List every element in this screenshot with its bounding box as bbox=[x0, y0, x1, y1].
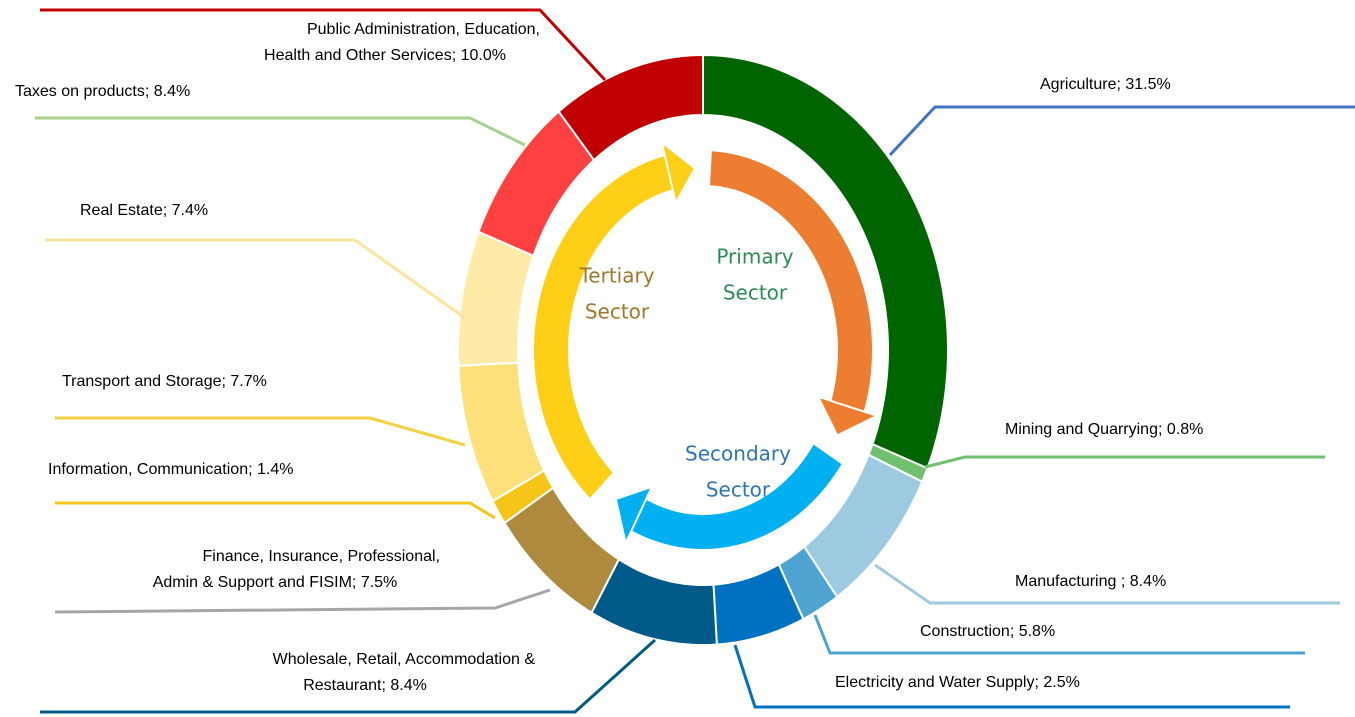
segment-label: Admin & Support and FISIM; 7.5% bbox=[153, 574, 398, 591]
segment-label: Real Estate; 7.4% bbox=[80, 202, 208, 219]
segment-label: Information, Communication; 1.4% bbox=[48, 461, 293, 478]
leader-line bbox=[55, 501, 496, 520]
arrow-head bbox=[614, 485, 654, 547]
segment-label: Agriculture; 31.5% bbox=[1040, 76, 1171, 93]
sector-label: Secondary bbox=[685, 442, 791, 466]
leader-line bbox=[40, 8, 607, 82]
segment-label: Wholesale, Retail, Accommodation & bbox=[273, 651, 536, 668]
sector-label: Sector bbox=[585, 300, 650, 324]
sector-arrow bbox=[631, 444, 842, 549]
segment-label: Restaurant; 8.4% bbox=[303, 677, 427, 694]
leader-line bbox=[54, 588, 551, 614]
sector-arrow bbox=[710, 151, 872, 412]
sector-arrow bbox=[534, 156, 673, 498]
arrow-head bbox=[816, 394, 880, 437]
leader-line bbox=[924, 455, 1325, 469]
segment-label: Public Administration, Education, bbox=[307, 21, 540, 38]
leader-line bbox=[874, 563, 1340, 605]
segment-label: Health and Other Services; 10.0% bbox=[264, 47, 506, 64]
arrow-head bbox=[660, 139, 697, 206]
segment-label: Mining and Quarrying; 0.8% bbox=[1005, 421, 1203, 438]
leader-line bbox=[733, 644, 1290, 709]
sector-label: Primary bbox=[716, 245, 793, 269]
sector-label: Sector bbox=[723, 281, 788, 305]
leader-line bbox=[55, 416, 466, 447]
sector-label: Tertiary bbox=[578, 264, 654, 288]
segment-label: Taxes on products; 8.4% bbox=[15, 83, 190, 100]
leader-line bbox=[888, 105, 1355, 157]
segment-label: Electricity and Water Supply; 2.5% bbox=[835, 674, 1080, 691]
leader-line bbox=[45, 238, 466, 320]
segment-label: Manufacturing ; 8.4% bbox=[1015, 573, 1166, 590]
segment-label: Transport and Storage; 7.7% bbox=[62, 373, 267, 390]
segment-label: Finance, Insurance, Professional, bbox=[203, 548, 440, 565]
segment-label: Construction; 5.8% bbox=[920, 623, 1055, 640]
leader-line bbox=[813, 614, 1305, 655]
leader-line bbox=[40, 638, 657, 714]
leader-line bbox=[35, 116, 526, 147]
sector-label: Sector bbox=[706, 478, 771, 502]
